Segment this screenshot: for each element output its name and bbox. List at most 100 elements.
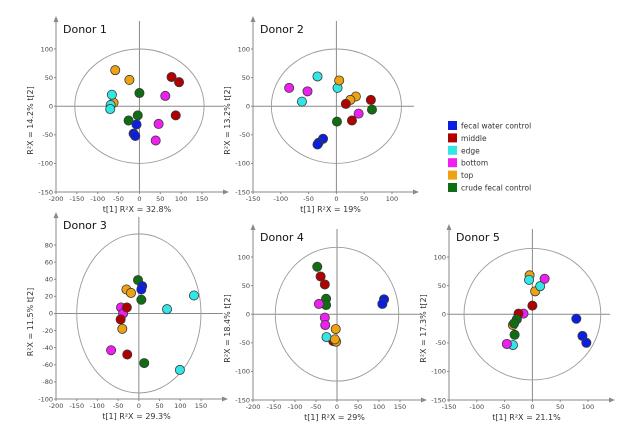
- y-tick-label: -150: [235, 188, 250, 196]
- legend-swatch-top: [448, 170, 457, 180]
- legend-swatch-middle: [448, 133, 457, 143]
- x-tick-label: 50: [155, 402, 163, 410]
- x-tick-label: -150: [267, 403, 282, 411]
- legend-swatch-crude-fecal-control: [448, 183, 457, 192]
- data-point-edge: [106, 89, 117, 100]
- data-point-fecal-water-control: [312, 139, 323, 150]
- y-tick-label: 40: [45, 276, 53, 284]
- data-point-middle: [121, 302, 132, 313]
- legend-label: crude fecal control: [461, 184, 531, 193]
- x-tick-label: 0: [530, 403, 534, 411]
- x-axis-arrow-icon: [223, 189, 229, 195]
- data-point-crude-fecal-control: [509, 329, 520, 340]
- x-tick-label: 0: [335, 403, 339, 411]
- y-tick-label: 100: [238, 45, 250, 53]
- x-tick-label: -100: [90, 402, 105, 410]
- y-axis-arrow-icon: [446, 224, 452, 230]
- x-tick-label: 150: [196, 195, 208, 203]
- panel-title: Donor 2: [260, 23, 304, 36]
- data-point-edge: [188, 290, 199, 301]
- panel-title: Donor 4: [260, 231, 304, 244]
- y-tick-label: -50: [42, 131, 53, 139]
- data-point-crude-fecal-control: [312, 261, 323, 272]
- y-axis-label: R²X = 13.2% t[2]: [223, 86, 232, 154]
- x-tick-label: 50: [556, 403, 564, 411]
- x-tick-label: -200: [246, 403, 261, 411]
- hotelling-ellipse: [274, 246, 400, 382]
- legend-label: edge: [461, 146, 480, 155]
- x-tick-label: -200: [49, 402, 64, 410]
- panel-donor-1: -200 -150 -100 -50 0 50 100 150-150-100-5005010…: [26, 16, 229, 214]
- data-point-bottom: [539, 273, 550, 284]
- y-tick-label: 0: [49, 103, 53, 111]
- legend-swatch-fecal-water-control: [448, 121, 457, 130]
- x-tick-label: -50: [113, 402, 124, 410]
- x-axis-label: t[1] R²X = 32.8%: [103, 205, 172, 214]
- x-axis-arrow-icon: [609, 397, 615, 403]
- legend-label: bottom: [461, 159, 488, 168]
- data-point-crude-fecal-control: [331, 116, 342, 127]
- y-tick-label: -40: [42, 344, 53, 352]
- data-point-edge: [174, 364, 185, 375]
- data-point-crude-fecal-control: [134, 88, 145, 99]
- legend-swatch-bottom: [448, 158, 457, 168]
- y-axis-label: R²X = 14.2% t[2]: [26, 86, 35, 154]
- data-point-bottom: [501, 338, 512, 349]
- data-point-middle: [319, 279, 330, 290]
- x-tick-label: 100: [174, 402, 186, 410]
- y-tick-label: 50: [438, 282, 446, 290]
- y-tick-label: 20: [45, 293, 53, 301]
- y-axis-arrow-icon: [53, 16, 59, 22]
- panel-title: Donor 5: [456, 231, 500, 244]
- data-point-crude-fecal-control: [123, 115, 134, 126]
- x-tick-label: 100: [386, 195, 398, 203]
- y-tick-label: -100: [235, 160, 250, 168]
- data-point-fecal-water-control: [571, 313, 582, 324]
- y-tick-label: 0: [442, 311, 446, 319]
- data-point-bottom: [353, 108, 364, 119]
- data-point-bottom: [302, 86, 313, 97]
- data-point-edge: [321, 332, 332, 343]
- data-point-edge: [312, 71, 323, 82]
- y-axis-label: R²X = 11.5% t[2]: [26, 288, 35, 356]
- x-tick-label: -100: [90, 195, 105, 203]
- y-tick-label: -100: [38, 160, 53, 168]
- y-tick-label: -50: [435, 339, 446, 347]
- data-point-middle: [115, 314, 126, 325]
- data-point-bottom: [160, 90, 171, 101]
- legend-label: top: [461, 171, 474, 180]
- data-point-bottom: [284, 82, 295, 93]
- data-point-crude-fecal-control: [132, 110, 143, 121]
- y-tick-label: 100: [238, 253, 250, 261]
- hotelling-ellipse: [463, 247, 602, 381]
- data-point-middle: [346, 115, 357, 126]
- y-tick-label: -100: [431, 368, 446, 376]
- data-point-middle: [527, 300, 538, 311]
- x-tick-label: -100: [273, 195, 288, 203]
- x-tick-label: -50: [113, 195, 124, 203]
- data-point-crude-fecal-control: [366, 104, 377, 115]
- y-tick-label: -150: [431, 396, 446, 404]
- data-point-edge: [162, 304, 173, 315]
- panel-title: Donor 3: [63, 219, 107, 232]
- x-axis-arrow-icon: [413, 189, 419, 195]
- y-axis-label: R²X = 18.4% t[2]: [223, 294, 232, 362]
- y-tick-label: -100: [38, 395, 53, 403]
- x-tick-label: -50: [311, 403, 322, 411]
- hotelling-ellipse: [270, 48, 402, 164]
- panel-donor-4: -200 -150 -100 -50 0 50 100 150-150-100-5005010…: [223, 224, 427, 422]
- legend-swatch-edge: [448, 145, 457, 155]
- data-point-fecal-water-control: [377, 298, 388, 309]
- x-tick-label: -50: [499, 403, 510, 411]
- x-tick-label: -150: [69, 402, 84, 410]
- x-axis-arrow-icon: [222, 396, 228, 402]
- y-tick-label: 50: [242, 282, 250, 290]
- x-tick-label: 0: [137, 195, 141, 203]
- data-point-edge: [535, 281, 546, 292]
- data-point-edge: [524, 274, 535, 285]
- y-tick-label: 80: [45, 241, 53, 249]
- data-point-crude-fecal-control: [139, 358, 150, 369]
- data-point-middle: [122, 349, 133, 360]
